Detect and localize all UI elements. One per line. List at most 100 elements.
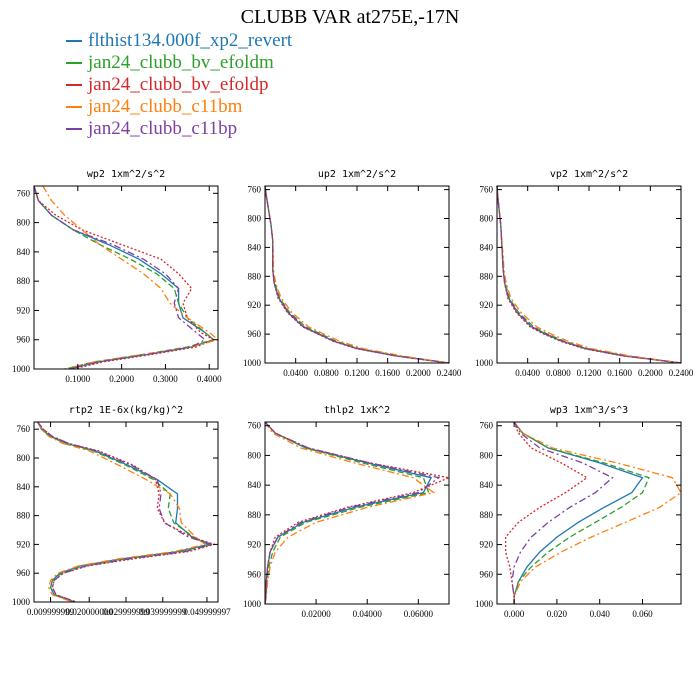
x-tick-label: 0.2000 [406, 368, 431, 378]
y-tick-label: 880 [248, 510, 262, 520]
chart-panel: wp3 1xm^3/s^3 760 800 840 880 920 960 1000 0.000… [475, 405, 682, 619]
y-tick-label: 800 [248, 214, 262, 224]
series-line [42, 185, 220, 370]
y-tick-label: 760 [248, 185, 262, 195]
x-tick-label: 0.1200 [345, 368, 370, 378]
y-tick-label: 760 [248, 421, 262, 431]
series-line [496, 185, 682, 364]
y-tick-label: 880 [17, 276, 31, 286]
x-tick-label: 0.2000 [638, 368, 663, 378]
chart-title: thlp2 1xK^2 [324, 405, 390, 416]
legend-label: jan24_clubb_c11bm [88, 96, 243, 117]
series-line [504, 421, 589, 604]
x-tick-label: 0.0800 [314, 368, 339, 378]
legend-swatch [66, 106, 82, 108]
legend-label: flthist134.000f_xp2_revert [88, 30, 293, 51]
legend-item: jan24_clubb_bv_efoldp [66, 74, 292, 96]
series-line [264, 185, 450, 364]
series-line [37, 421, 217, 603]
x-tick-label: 0.1200 [577, 368, 602, 378]
y-tick-label: 1000 [475, 358, 494, 368]
y-tick-label: 1000 [243, 358, 262, 368]
y-tick-label: 1000 [12, 597, 31, 607]
y-tick-label: 1000 [475, 599, 494, 609]
x-tick-label: 0.020000000 [66, 607, 114, 617]
x-tick-label: 0.2000 [109, 374, 134, 384]
series-line [264, 421, 436, 605]
series-line [33, 185, 216, 370]
x-tick-label: 0.009999999 [27, 607, 75, 617]
y-tick-label: 880 [480, 271, 494, 281]
x-tick-label: 0.0400 [283, 368, 308, 378]
chart-title: vp2 1xm^2/s^2 [550, 169, 628, 180]
chart-panel: vp2 1xm^2/s^2 760 800 840 880 920 960 1000 0.040… [475, 169, 694, 378]
x-tick-label: 0.3000 [153, 374, 178, 384]
x-tick-label: 0.2400 [669, 368, 694, 378]
x-tick-label: 0.4000 [197, 374, 222, 384]
chart-title: up2 1xm^2/s^2 [318, 169, 396, 180]
chart-title: wp3 1xm^3/s^3 [550, 405, 628, 416]
legend-swatch [66, 40, 82, 42]
plot-frame [496, 421, 682, 605]
y-tick-label: 840 [248, 242, 262, 252]
x-tick-label: 0.1000 [65, 374, 90, 384]
x-tick-label: 0.000 [504, 609, 525, 619]
y-tick-label: 1000 [12, 364, 31, 374]
y-tick-label: 760 [480, 421, 494, 431]
legend-item: jan24_clubb_c11bp [66, 118, 292, 140]
y-tick-label: 760 [17, 424, 31, 434]
series-line [496, 185, 682, 364]
x-tick-label: 0.039999999 [139, 607, 187, 617]
y-tick-label: 840 [480, 242, 494, 252]
legend-swatch [66, 128, 82, 130]
series-line [264, 421, 441, 605]
legend-item: jan24_clubb_bv_efoldm [66, 52, 292, 74]
x-tick-label: 0.04000 [353, 609, 383, 619]
y-tick-label: 920 [480, 300, 494, 310]
plot-frame [264, 185, 450, 364]
chart-panel: rtp2 1E-6x(kg/kg)^2 760 800 840 880 920 960 100… [12, 405, 231, 617]
series-line [37, 421, 211, 603]
x-tick-label: 0.06000 [404, 609, 434, 619]
series-line [33, 185, 215, 370]
series-line [37, 421, 213, 603]
legend-swatch [66, 84, 82, 86]
y-tick-label: 920 [248, 540, 262, 550]
y-tick-label: 960 [17, 568, 31, 578]
x-tick-label: 0.0800 [546, 368, 571, 378]
y-tick-label: 920 [17, 539, 31, 549]
y-tick-label: 800 [17, 218, 31, 228]
x-tick-label: 0.049999997 [183, 607, 231, 617]
x-tick-label: 0.02000 [301, 609, 331, 619]
series-line [37, 421, 207, 603]
series-line [511, 421, 614, 604]
x-tick-label: 0.040 [590, 609, 611, 619]
series-line [264, 421, 452, 605]
series-line [37, 421, 215, 603]
y-tick-label: 880 [480, 510, 494, 520]
legend-item: flthist134.000f_xp2_revert [66, 30, 292, 52]
y-tick-label: 840 [248, 480, 262, 490]
y-tick-label: 760 [17, 188, 31, 198]
series-line [264, 185, 450, 364]
series-line [513, 421, 682, 604]
series-line [33, 185, 207, 370]
plot-frame [264, 421, 450, 605]
y-tick-label: 800 [17, 453, 31, 463]
y-tick-label: 800 [480, 450, 494, 460]
legend: flthist134.000f_xp2_revert jan24_clubb_bv… [66, 30, 292, 140]
series-line [264, 185, 450, 364]
x-tick-label: 0.029999999 [102, 607, 150, 617]
legend-label: jan24_clubb_c11bp [88, 118, 238, 139]
y-tick-label: 840 [17, 247, 31, 257]
x-tick-label: 0.1600 [375, 368, 400, 378]
y-tick-label: 880 [17, 511, 31, 521]
series-line [513, 421, 650, 604]
y-tick-label: 920 [17, 305, 31, 315]
y-tick-label: 960 [248, 569, 262, 579]
x-tick-label: 0.0400 [515, 368, 540, 378]
y-tick-label: 800 [480, 214, 494, 224]
y-tick-label: 960 [248, 329, 262, 339]
series-line [496, 185, 682, 364]
page-title: CLUBB VAR at275E,-17N [240, 6, 460, 28]
